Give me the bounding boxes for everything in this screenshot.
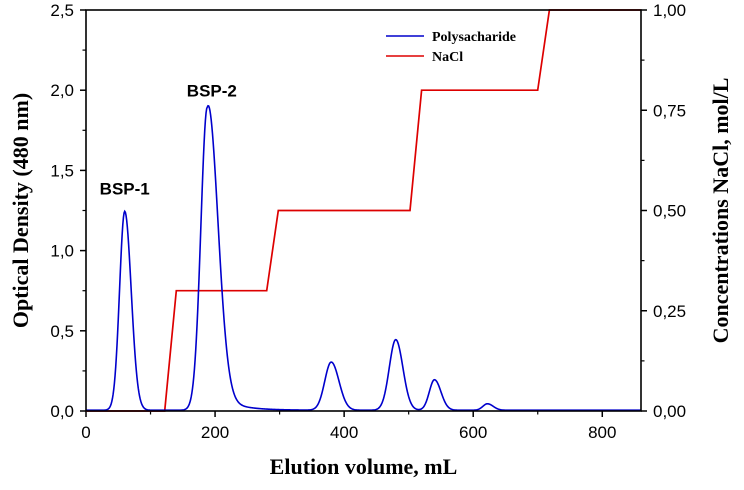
x-tick-label: 800 <box>588 423 616 442</box>
legend-label-nacl: NaCl <box>432 50 463 65</box>
y-axis-right-title: Concentrations NaCl, mol/L <box>708 78 733 344</box>
y-left-tick-label: 0,5 <box>50 322 74 341</box>
labels-layer: 0 200 400 600 800 0,0 0,5 1,0 1,5 2,0 2,5 0,00 0,25 0… <box>50 1 686 442</box>
series-layer <box>86 9 641 412</box>
y-left-tick-label: 2,5 <box>50 1 74 20</box>
ticks-layer <box>80 9 647 417</box>
y-axis-left-title: Optical Density (480 nm) <box>8 93 33 328</box>
peak-label-bsp-2: BSP-2 <box>187 82 237 101</box>
nacl-series-line <box>86 9 641 412</box>
x-tick-label: 400 <box>330 423 358 442</box>
x-axis-title: Elution volume, mL <box>270 454 458 479</box>
y-right-tick-label: 0,50 <box>653 202 686 221</box>
legend-label-polysacharide: Polysacharide <box>432 30 516 45</box>
y-left-tick-label: 1,5 <box>50 161 74 180</box>
y-right-tick-label: 0,00 <box>653 402 686 421</box>
x-tick-label: 200 <box>201 423 229 442</box>
legend: Polysacharide NaCl <box>386 30 516 65</box>
y-left-tick-label: 0,0 <box>50 402 74 421</box>
y-right-tick-label: 0,75 <box>653 101 686 120</box>
y-right-tick-label: 1,00 <box>653 1 686 20</box>
peak-label-bsp-1: BSP-1 <box>100 179 150 198</box>
x-tick-label: 600 <box>459 423 487 442</box>
y-right-tick-label: 0,25 <box>653 302 686 321</box>
y-left-tick-label: 2,0 <box>50 81 74 100</box>
plot-frame <box>85 9 642 412</box>
y-left-tick-label: 1,0 <box>50 242 74 261</box>
x-tick-label: 0 <box>81 423 90 442</box>
